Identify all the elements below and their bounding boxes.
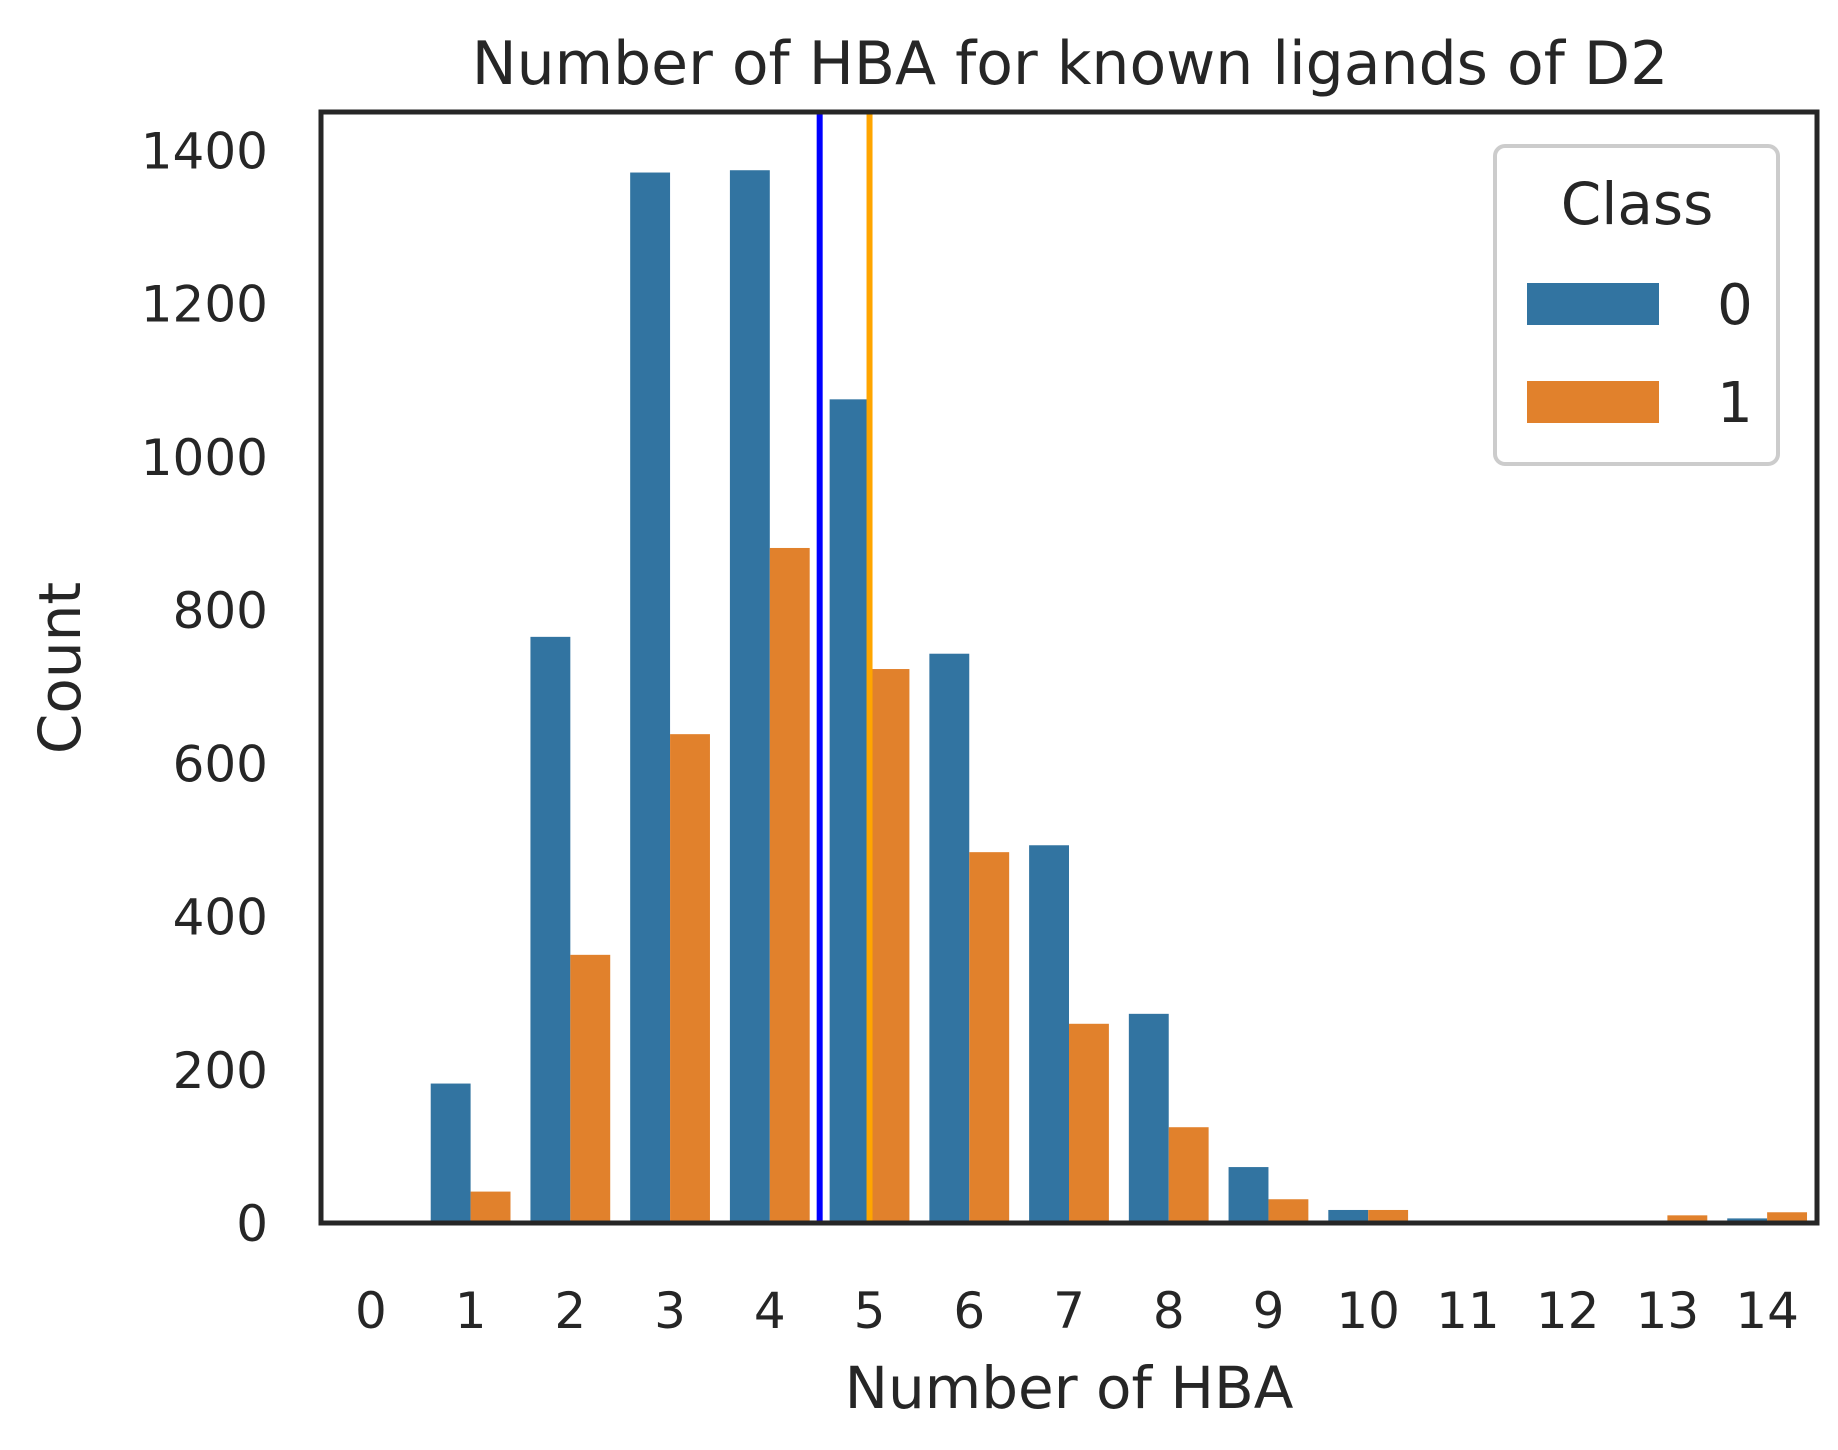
bar-class-1-hba-6	[969, 852, 1010, 1223]
legend-label-class-0: 0	[1717, 273, 1753, 338]
plot-frame	[318, 109, 1820, 1226]
bar-class-1-hba-9	[1268, 1199, 1309, 1223]
bar-class-0-hba-9	[1228, 1167, 1269, 1223]
y-tick-label-1200: 1200	[141, 276, 268, 334]
x-tick-label-0: 0	[355, 1282, 387, 1340]
bars-layer	[430, 170, 1808, 1224]
legend-label-class-1: 1	[1717, 371, 1753, 436]
bar-class-1-hba-8	[1168, 1127, 1209, 1223]
bar-class-0-hba-4	[729, 170, 770, 1224]
x-tick-label-8: 8	[1153, 1282, 1185, 1340]
bar-class-1-hba-10	[1368, 1209, 1409, 1223]
bar-class-1-hba-13	[1667, 1215, 1708, 1223]
x-ticks: 0 1 2 3 4 5 6 7 8 9 10 11 12 13 14	[355, 1282, 1799, 1340]
legend-swatch-class-1	[1527, 381, 1659, 423]
bar-class-0-hba-2	[530, 636, 571, 1223]
y-tick-label-400: 400	[173, 889, 268, 947]
x-tick-label-9: 9	[1253, 1282, 1285, 1340]
x-tick-label-4: 4	[754, 1282, 786, 1340]
bar-class-1-hba-4	[769, 547, 810, 1223]
y-ticks: 0 200 400 600 800 1000 1200 1400	[141, 122, 268, 1253]
x-tick-label-12: 12	[1536, 1282, 1600, 1340]
bar-class-0-hba-1	[430, 1083, 471, 1223]
bar-class-1-hba-2	[570, 954, 611, 1223]
y-tick-label-1000: 1000	[141, 429, 268, 487]
bar-class-0-hba-8	[1128, 1013, 1169, 1223]
bar-class-1-hba-14	[1767, 1212, 1808, 1223]
bar-class-0-hba-3	[630, 172, 671, 1223]
x-tick-label-7: 7	[1053, 1282, 1085, 1340]
x-tick-label-2: 2	[554, 1282, 586, 1340]
legend-title: Class	[1561, 170, 1714, 238]
bar-class-1-hba-5	[869, 669, 910, 1223]
bar-class-0-hba-5	[829, 399, 870, 1224]
bar-class-1-hba-7	[1069, 1023, 1109, 1223]
bar-class-1-hba-3	[670, 734, 710, 1223]
bar-class-1-hba-1	[470, 1191, 511, 1223]
bar-class-0-hba-10	[1328, 1209, 1369, 1223]
legend-items: 01	[1527, 273, 1753, 436]
bar-class-0-hba-6	[929, 653, 970, 1223]
y-tick-label-800: 800	[173, 582, 268, 640]
y-axis-label: Count	[26, 582, 94, 754]
y-tick-label-200: 200	[173, 1042, 268, 1100]
chart-title: Number of HBA for known ligands of D2	[472, 29, 1669, 99]
x-tick-label-3: 3	[654, 1282, 686, 1340]
x-tick-label-1: 1	[455, 1282, 487, 1340]
x-tick-label-11: 11	[1436, 1282, 1500, 1340]
x-axis-label: Number of HBA	[845, 1354, 1294, 1422]
y-tick-label-0: 0	[236, 1195, 268, 1253]
legend-swatch-class-0	[1527, 283, 1659, 325]
x-tick-label-14: 14	[1735, 1282, 1799, 1340]
reference-lines-layer	[816, 112, 873, 1223]
y-tick-label-600: 600	[173, 735, 268, 793]
y-tick-label-1400: 1400	[141, 122, 268, 180]
x-tick-label-10: 10	[1336, 1282, 1400, 1340]
bar-class-0-hba-7	[1029, 845, 1069, 1223]
legend: Class 01	[1493, 144, 1780, 466]
x-tick-label-5: 5	[854, 1282, 886, 1340]
x-tick-label-13: 13	[1636, 1282, 1700, 1340]
x-tick-label-6: 6	[953, 1282, 985, 1340]
